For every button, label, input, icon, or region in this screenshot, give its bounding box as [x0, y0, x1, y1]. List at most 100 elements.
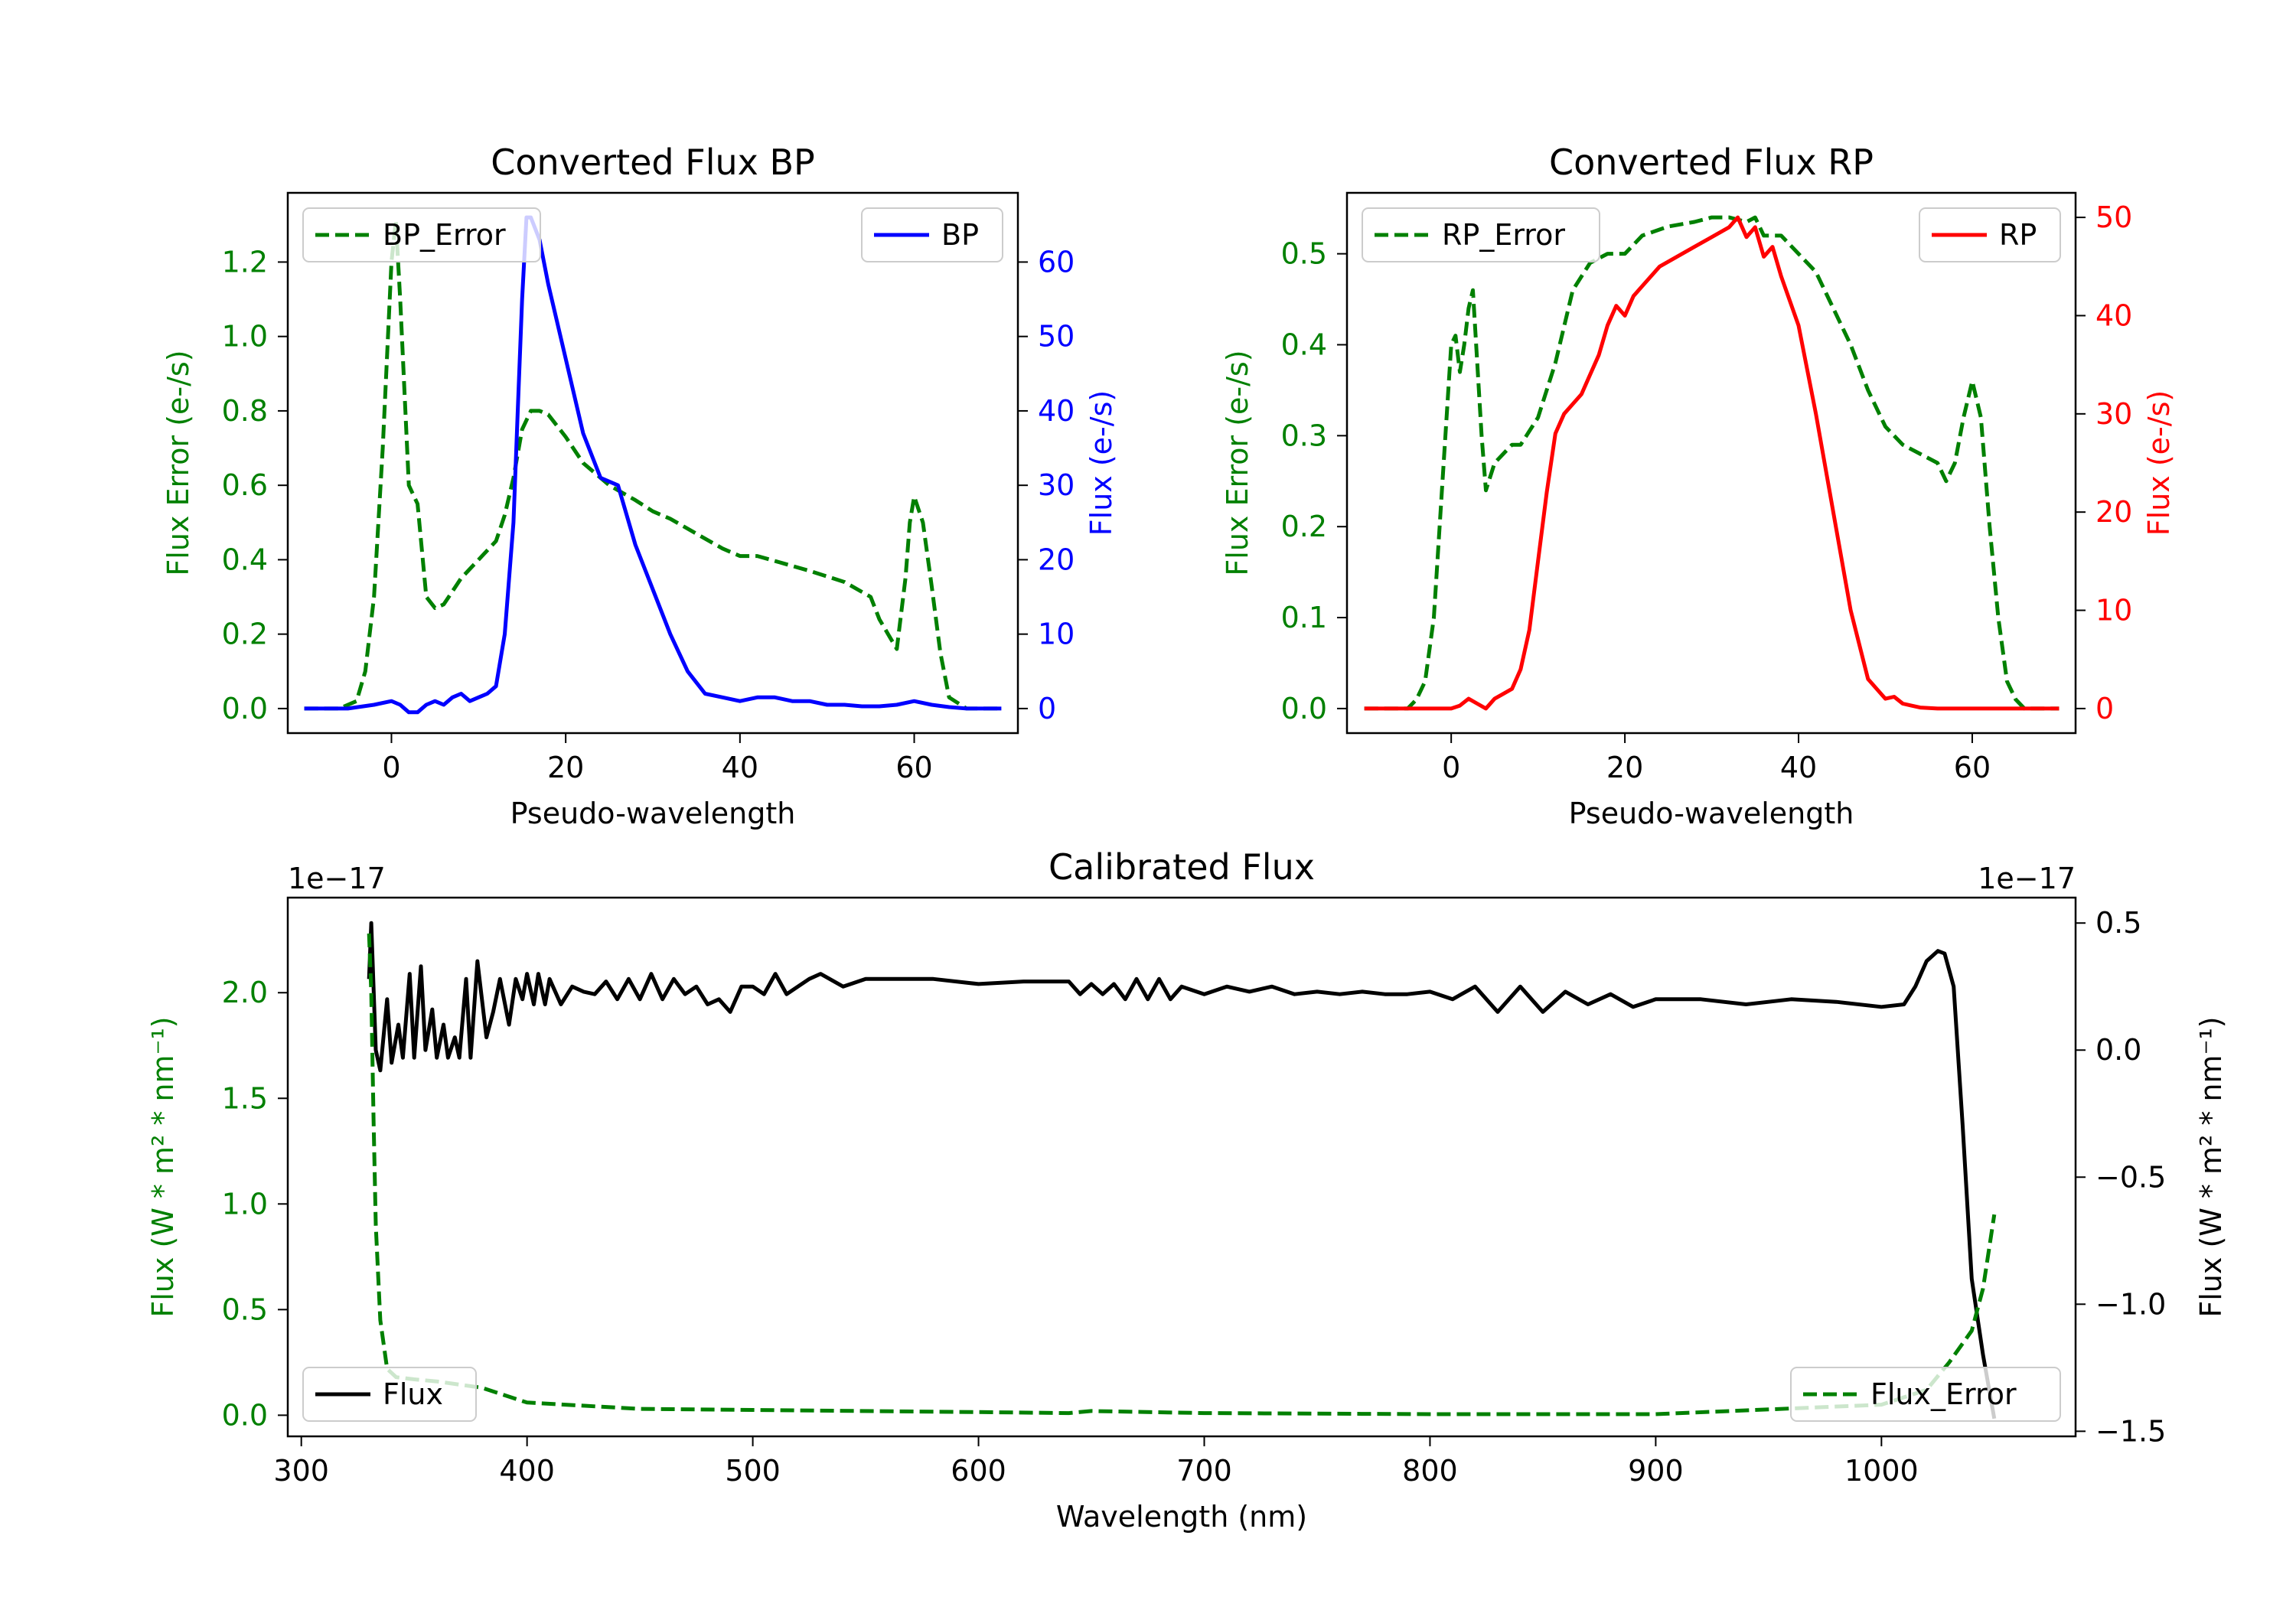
- legend-label: BP: [941, 218, 979, 252]
- y-tick-label-left: 0.5: [1281, 237, 1327, 271]
- y-tick-label-right: −0.5: [2095, 1160, 2166, 1194]
- chart-bp: 0 20 40 60 0.0 0.2 0.4 0.6 0.8 1.0 1.2 0 10 20 30 40 50 6…: [161, 142, 1118, 830]
- plot-frame: [286, 191, 1019, 735]
- y-tick-label-right: 0.5: [2095, 906, 2141, 940]
- x-tick-label: 60: [895, 751, 932, 784]
- y-tick-label-right: 10: [1038, 618, 1075, 651]
- legend-box: [302, 1367, 477, 1422]
- y-axis-label-right: Flux (W * m² * nm⁻¹): [2194, 1016, 2228, 1317]
- legend-rp: RP: [1919, 207, 2061, 262]
- chart-cal: 300 400 500 600 700 800 900 1000 0.0 0.5 1.0 1.5 2.0…: [146, 846, 2228, 1534]
- legend-box: [1790, 1367, 2061, 1422]
- y-tick-label-left: 0.3: [1281, 419, 1327, 452]
- legend-box: [1919, 207, 2061, 262]
- series-group: [1364, 215, 2060, 711]
- x-tick-label: 700: [1176, 1454, 1232, 1488]
- x-tick-label: 1000: [1844, 1454, 1919, 1488]
- legend-flux-error: Flux_Error: [1790, 1367, 2061, 1422]
- series-group: [304, 215, 1002, 715]
- y-tick-label-right: 20: [2095, 495, 2132, 529]
- x-tick-label: 40: [1780, 751, 1817, 784]
- x-tick-label: 400: [499, 1454, 555, 1488]
- chart-title: Converted Flux BP: [491, 142, 815, 183]
- x-axis-label: Wavelength (nm): [1056, 1500, 1307, 1534]
- y-axis-label-right: Flux (e-/s): [1084, 390, 1118, 536]
- offset-text-right: 1e−17: [1978, 862, 2076, 895]
- x-tick-label: 300: [273, 1454, 329, 1488]
- legend-box: [302, 207, 541, 262]
- legend-label: Flux_Error: [1870, 1377, 2017, 1411]
- y-tick-label-right: 0.0: [2095, 1033, 2141, 1067]
- y-tick-label-right: 10: [2095, 594, 2132, 627]
- y-tick-label-left: 0.5: [222, 1292, 268, 1326]
- legend-label: RP: [1999, 218, 2037, 252]
- y-tick-label-right: −1.0: [2095, 1287, 2166, 1321]
- y-tick-label-right: 30: [1038, 468, 1075, 502]
- series-bp-error-line: [304, 219, 1002, 711]
- y-axis-label-left: Flux (W * m² * nm⁻¹): [146, 1016, 180, 1317]
- y-tick-label-left: 1.0: [222, 1187, 268, 1221]
- legend-bp: BP: [861, 207, 1003, 262]
- series-rp-line: [1364, 215, 2060, 711]
- x-tick-label: 500: [725, 1454, 781, 1488]
- y-tick-label-right: 40: [2095, 298, 2132, 332]
- offset-text-left: 1e−17: [288, 862, 386, 895]
- chart-title: Converted Flux RP: [1549, 142, 1874, 183]
- y-tick-label-left: 0.0: [222, 692, 268, 725]
- y-tick-label-left: 0.2: [222, 618, 268, 651]
- x-tick-label: 20: [1606, 751, 1643, 784]
- series-group: [367, 921, 1997, 1420]
- x-tick-label: 600: [951, 1454, 1006, 1488]
- y-tick-label-left: 0.0: [1281, 692, 1327, 725]
- y-tick-label-left: 0.4: [222, 543, 268, 576]
- y-tick-label-left: 2.0: [222, 976, 268, 1009]
- y-tick-label-right: 30: [2095, 397, 2132, 431]
- x-axis-label: Pseudo-wavelength: [1569, 797, 1854, 830]
- chart-title: Calibrated Flux: [1049, 846, 1315, 888]
- y-tick-label-left: 0.0: [222, 1398, 268, 1432]
- legend-label: Flux: [383, 1377, 443, 1411]
- y-tick-label-left: 0.6: [222, 468, 268, 502]
- plot-frame: [1345, 191, 2077, 735]
- y-tick-label-left: 1.2: [222, 245, 268, 279]
- legend-box: [861, 207, 1003, 262]
- y-tick-label-right: 50: [1038, 320, 1075, 354]
- y-tick-label-left: 0.2: [1281, 510, 1327, 543]
- y-axis-label-right: Flux (e-/s): [2142, 390, 2176, 536]
- series-bp-line: [304, 215, 1002, 715]
- series-flux-error-line: [367, 933, 1997, 1416]
- y-tick-label-left: 0.8: [222, 394, 268, 428]
- y-tick-label-right: 40: [1038, 394, 1075, 428]
- x-tick-label: 20: [547, 751, 584, 784]
- x-tick-label: 40: [722, 751, 758, 784]
- x-axis-label: Pseudo-wavelength: [510, 797, 796, 830]
- legend-bp-error: BP_Error: [302, 207, 541, 262]
- x-tick-label: 0: [382, 751, 400, 784]
- legend-rp-error: RP_Error: [1362, 207, 1600, 262]
- legend-box: [1362, 207, 1600, 262]
- y-tick-label-left: 0.4: [1281, 328, 1327, 361]
- y-tick-label-right: 60: [1038, 245, 1075, 279]
- y-tick-label-right: 0: [2095, 692, 2114, 725]
- legend-flux: Flux: [302, 1367, 477, 1422]
- y-tick-label-right: 20: [1038, 543, 1075, 576]
- x-tick-label: 0: [1442, 751, 1460, 784]
- y-tick-label-left: 0.1: [1281, 601, 1327, 634]
- x-tick-label: 900: [1628, 1454, 1684, 1488]
- plot-frame: [286, 896, 2077, 1438]
- x-tick-label: 60: [1954, 751, 1991, 784]
- y-tick-label-left: 1.5: [222, 1081, 268, 1115]
- x-tick-label: 800: [1402, 1454, 1458, 1488]
- y-tick-label-right: 0: [1038, 692, 1056, 725]
- y-tick-label-right: 50: [2095, 200, 2132, 234]
- legend-label: BP_Error: [383, 218, 506, 252]
- y-tick-label-left: 1.0: [222, 320, 268, 354]
- legend-label: RP_Error: [1442, 218, 1565, 252]
- chart-rp: 0 20 40 60 0.0 0.1 0.2 0.3 0.4 0.5 0 10 20 30 40 50 Conv…: [1221, 142, 2176, 830]
- y-tick-label-right: −1.5: [2095, 1414, 2166, 1448]
- series-rp-error-line: [1364, 215, 2060, 711]
- y-axis-label-left: Flux Error (e-/s): [1221, 350, 1254, 575]
- y-axis-label-left: Flux Error (e-/s): [161, 350, 195, 575]
- series-flux-line: [367, 921, 1997, 1420]
